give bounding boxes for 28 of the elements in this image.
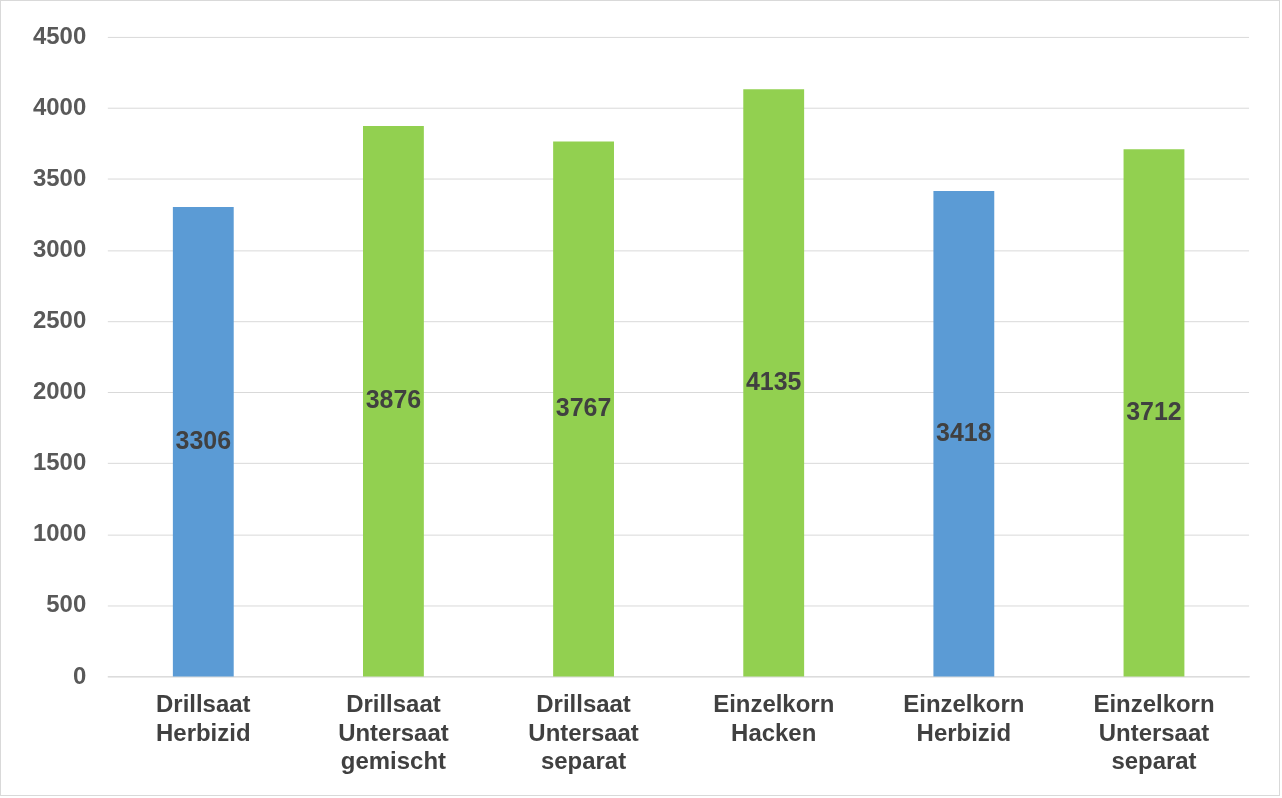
data-label: 3418 <box>936 417 992 446</box>
y-tick-label: 3500 <box>32 164 87 192</box>
y-tick-label: 1500 <box>32 448 87 476</box>
bar <box>743 89 805 677</box>
x-tick-label: Drillsaat Herbizid <box>156 689 251 746</box>
bar <box>933 191 995 677</box>
data-label: 4135 <box>745 366 802 395</box>
y-tick-label: 4500 <box>32 21 87 49</box>
y-tick-label: 2000 <box>32 377 87 405</box>
y-tick-label: 500 <box>46 590 87 618</box>
y-tick-label: 1000 <box>32 519 87 547</box>
x-tick-label: Drillsaat Untersaat gemischt <box>338 689 449 775</box>
y-tick-label: 2500 <box>32 306 87 334</box>
x-tick-label: Drillsaat Untersaat separat <box>528 689 639 775</box>
bar <box>1123 149 1185 677</box>
x-tick-label: Einzelkorn Hacken <box>713 689 835 746</box>
y-tick-label: 4000 <box>32 92 87 120</box>
data-label: 3712 <box>1126 396 1182 425</box>
x-tick-label: Einzelkorn Untersaat separat <box>1093 689 1215 775</box>
bar <box>553 141 614 677</box>
data-label: 3876 <box>365 385 422 414</box>
data-label: 3306 <box>175 425 232 454</box>
data-label: 3767 <box>555 392 612 421</box>
y-tick-label: 3000 <box>32 235 87 263</box>
bar <box>172 207 234 677</box>
bar <box>363 126 424 677</box>
x-tick-label: Einzelkorn Herbizid <box>903 689 1025 746</box>
y-tick-label: 0 <box>72 661 87 689</box>
